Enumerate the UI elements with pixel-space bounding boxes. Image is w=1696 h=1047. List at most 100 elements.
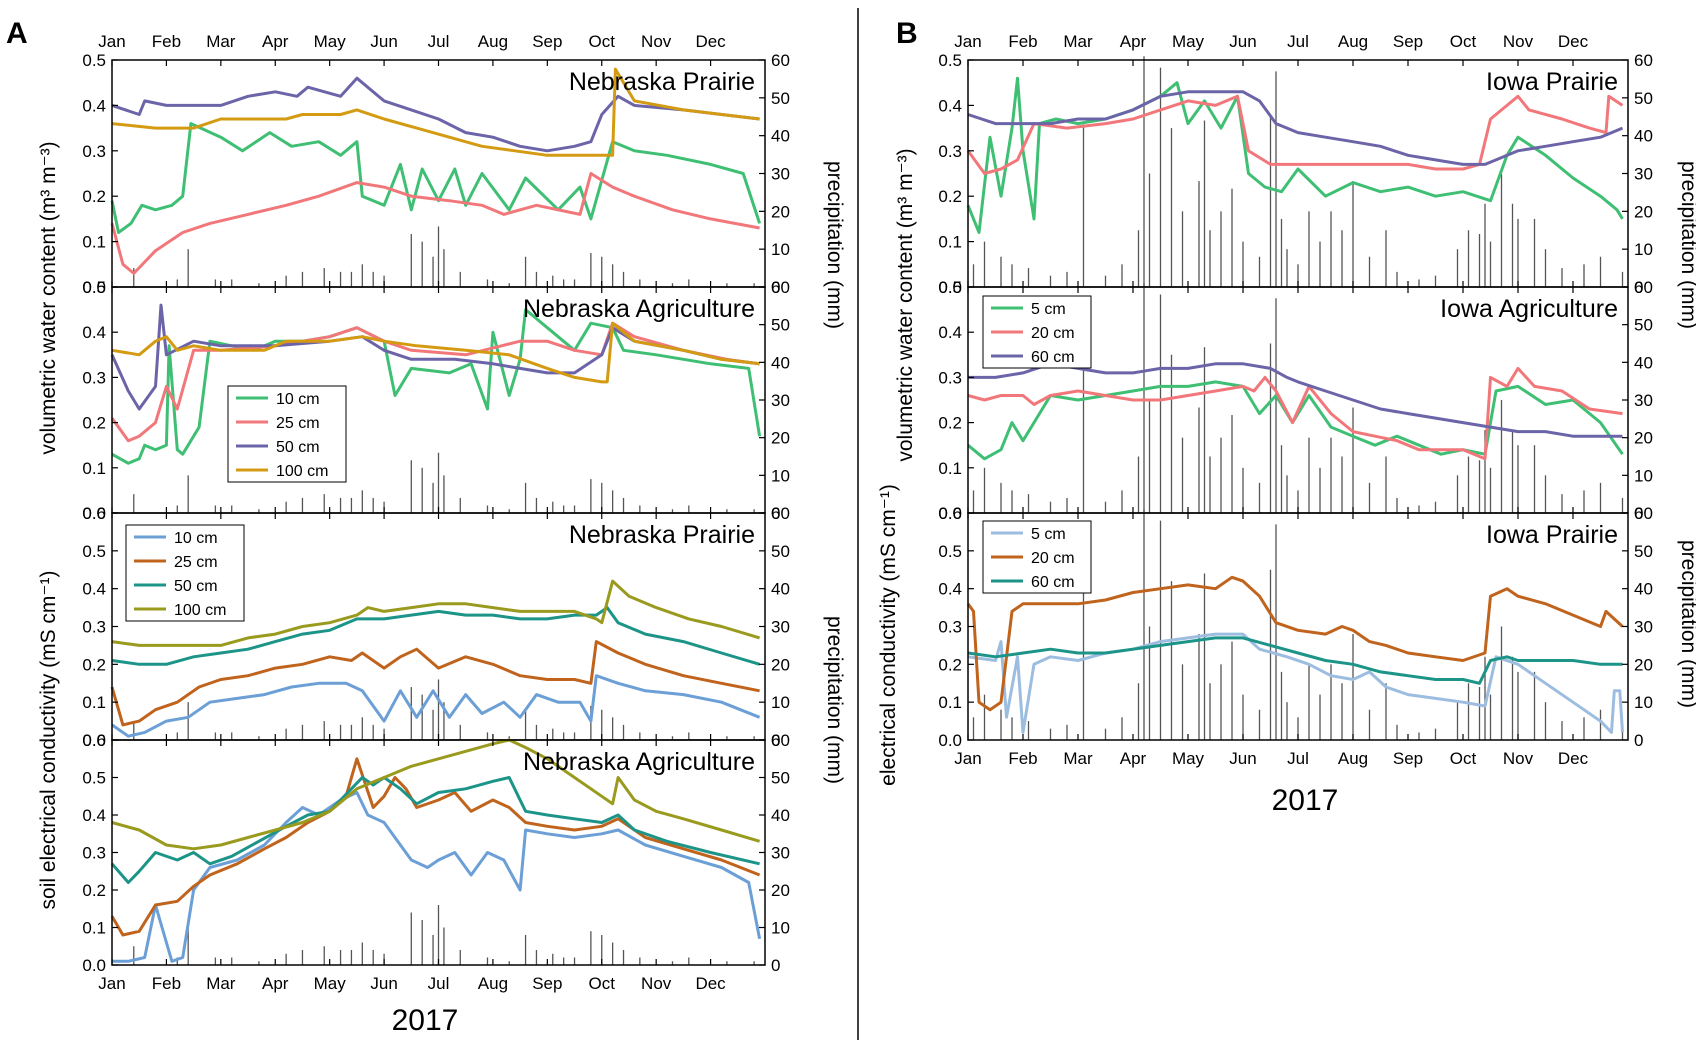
legend-label: 10 cm [276, 391, 320, 408]
y2-tick-label: 10 [1634, 240, 1653, 259]
y2-tick-label: 0 [1634, 504, 1643, 523]
legend: 5 cm 20 cm 60 cm [982, 520, 1092, 594]
month-label-top: Jan [954, 32, 981, 51]
y2-tick-label: 60 [1634, 278, 1653, 297]
y-tick-label: 0.5 [938, 542, 962, 561]
legend-label: 100 cm [276, 463, 328, 480]
panel-title: Nebraska Prairie [569, 521, 755, 549]
y-tick-label: 0.5 [938, 278, 962, 297]
y-tick-label: 0.1 [82, 459, 106, 478]
precipitation-bars [972, 56, 1624, 287]
y-tick-label: 0.3 [82, 142, 106, 161]
legend: 10 cm 25 cm 50 cm 100 cm [125, 524, 245, 622]
y2-tick-label: 30 [1634, 165, 1653, 184]
y-tick-label: 0.5 [82, 51, 106, 70]
y-tick-label: 0.2 [82, 187, 106, 206]
month-label-bottom: Jul [428, 974, 450, 993]
ne-vwc-y2label: precipitation (mm) [823, 161, 846, 329]
y2-tick-label: 50 [1634, 316, 1653, 335]
y2-tick-label: 40 [771, 580, 790, 599]
month-label-top: Aug [1338, 32, 1368, 51]
y-tick-label: 0.5 [82, 769, 106, 788]
month-label-top: Jun [1229, 32, 1256, 51]
y-tick-label: 0.6 [82, 731, 106, 750]
legend: 10 cm 25 cm 50 cm 100 cm [227, 385, 347, 483]
precipitation-bars [133, 226, 755, 287]
series-line-5-cm [967, 632, 1624, 734]
legend-label: 60 cm [1031, 349, 1075, 366]
month-label-bottom: Jun [370, 974, 397, 993]
series-line-20-cm [967, 366, 1623, 461]
y-tick-label: 0.2 [82, 414, 106, 433]
month-label-bottom: May [314, 974, 347, 993]
y2-tick-label: 0 [771, 278, 780, 297]
panel-title: Iowa Prairie [1486, 521, 1618, 549]
series-line-25-cm [110, 757, 761, 937]
legend-label: 25 cm [276, 415, 320, 432]
month-label-top: Jan [98, 32, 125, 51]
y-tick-label: 0.0 [82, 731, 106, 750]
month-label-bottom: Jul [1287, 749, 1309, 768]
month-label-bottom: Jun [1229, 749, 1256, 768]
series-line-100-cm [111, 67, 760, 157]
y-tick-label: 0.0 [938, 504, 962, 523]
series-line-60-cm [968, 362, 1623, 438]
y2-tick-label: 20 [771, 655, 790, 674]
panel-title: Nebraska Prairie [569, 68, 755, 96]
ia-vwc-ylabel: volumetric water content (m³ m⁻³) [894, 148, 917, 461]
month-label-top: Jun [370, 32, 397, 51]
month-label-top: Apr [262, 32, 289, 51]
y2-tick-label: 20 [1634, 429, 1653, 448]
month-label-top: Feb [152, 32, 181, 51]
y2-tick-label: 60 [771, 504, 790, 523]
year-label-b: 2017 [1272, 784, 1339, 817]
y-tick-label: 0.0 [938, 278, 962, 297]
y-tick-label: 0.3 [82, 844, 106, 863]
y2-tick-label: 40 [771, 127, 790, 146]
month-label-bottom: Jan [98, 974, 125, 993]
y-tick-label: 0.2 [938, 187, 962, 206]
y2-tick-label: 30 [771, 844, 790, 863]
y-tick-label: 0.1 [938, 459, 962, 478]
y-tick-label: 0.4 [82, 580, 106, 599]
month-label-top: Nov [1503, 32, 1534, 51]
y2-tick-label: 30 [1634, 391, 1653, 410]
y2-tick-label: 20 [1634, 655, 1653, 674]
month-label-bottom: Nov [641, 974, 672, 993]
series-line-10-cm [112, 791, 762, 963]
panel-title: Iowa Prairie [1486, 68, 1618, 96]
precipitation-bars [972, 283, 1624, 513]
panel-title: Nebraska Agriculture [523, 748, 755, 776]
ia-ec-y2label: precipitation (mm) [1677, 540, 1696, 708]
y-tick-label: 0.3 [938, 142, 962, 161]
month-label-bottom: Oct [1450, 749, 1477, 768]
y2-tick-label: 20 [1634, 202, 1653, 221]
month-label-bottom: Aug [478, 974, 508, 993]
y-tick-label: 0.1 [82, 693, 106, 712]
month-label-bottom: Mar [206, 974, 236, 993]
y2-tick-label: 30 [1634, 618, 1653, 637]
y2-tick-label: 60 [771, 51, 790, 70]
legend-label: 5 cm [1031, 526, 1066, 543]
legend-box [125, 524, 245, 622]
y2-tick-label: 50 [771, 89, 790, 108]
month-label-top: May [314, 32, 347, 51]
panel-letters: A B [6, 17, 918, 50]
y-tick-label: 0.2 [938, 655, 962, 674]
month-label-top: Mar [1063, 32, 1093, 51]
y-tick-label: 0.2 [82, 881, 106, 900]
chart-ne-prairie-ec: 0.0 0.1 0.2 0.3 0.4 0.5 0.6 0 10 20 30 40 50 60 Nebras… [82, 504, 790, 750]
series-line-10-cm [111, 674, 761, 738]
y2-tick-label: 10 [771, 693, 790, 712]
ia-ec-ylabel: electrical conductivity (mS cm⁻¹) [877, 484, 900, 786]
month-label-bottom: Nov [1503, 749, 1534, 768]
month-label-bottom: Apr [1120, 749, 1147, 768]
y-tick-label: 0.4 [82, 806, 106, 825]
y2-tick-label: 60 [771, 731, 790, 750]
y2-tick-label: 40 [771, 806, 790, 825]
series-line-5-cm [966, 76, 1624, 234]
month-label-bottom: Dec [1558, 749, 1589, 768]
legend-label: 20 cm [1031, 325, 1075, 342]
month-label-top: Oct [1450, 32, 1477, 51]
y2-tick-label: 0 [771, 731, 780, 750]
